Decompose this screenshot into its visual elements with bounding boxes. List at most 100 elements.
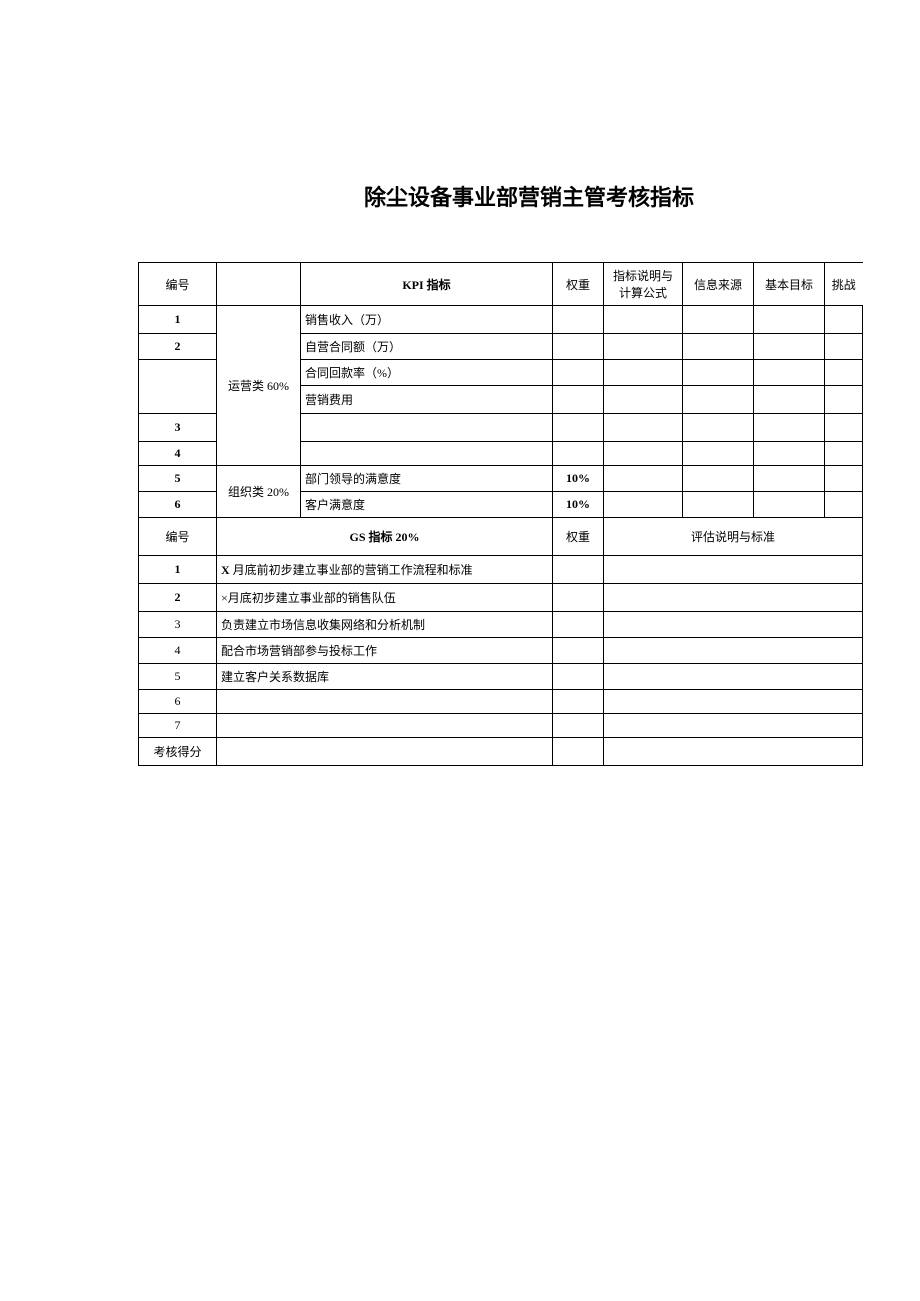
kpi-header-row: 编号 KPI 指标 权重 指标说明与计算公式 信息来源 基本目标 挑战 xyxy=(139,263,863,306)
gs-indicator: 建立客户关系数据库 xyxy=(217,664,553,690)
kpi-basic xyxy=(754,360,825,386)
kpi-desc xyxy=(604,334,683,360)
document-page: 除尘设备事业部营销主管考核指标 编号 KPI 指标 权重 指标说明与计算公式 信… xyxy=(0,0,920,766)
header-weight: 权重 xyxy=(553,518,604,556)
gs-evaluation xyxy=(604,664,863,690)
footer-cell xyxy=(604,738,863,766)
gs-weight xyxy=(553,584,604,612)
footer-row: 考核得分 xyxy=(139,738,863,766)
table-row: 7 xyxy=(139,714,863,738)
header-basic-target: 基本目标 xyxy=(754,263,825,306)
table-row: 1 X 月底前初步建立事业部的营销工作流程和标准 xyxy=(139,556,863,584)
kpi-basic xyxy=(754,334,825,360)
kpi-weight xyxy=(553,360,604,386)
gs-weight xyxy=(553,556,604,584)
kpi-indicator: 部门领导的满意度 xyxy=(301,466,553,492)
gs-evaluation xyxy=(604,612,863,638)
header-category-blank xyxy=(217,263,301,306)
footer-cell xyxy=(553,738,604,766)
row-number xyxy=(139,360,217,414)
table-row: 3 负责建立市场信息收集网络和分析机制 xyxy=(139,612,863,638)
kpi-challenge xyxy=(825,360,863,386)
kpi-indicator: 合同回款率（%） xyxy=(301,360,553,386)
row-number: 2 xyxy=(139,584,217,612)
kpi-desc xyxy=(604,306,683,334)
row-number: 3 xyxy=(139,414,217,442)
gs-evaluation xyxy=(604,690,863,714)
gs-weight xyxy=(553,690,604,714)
gs-indicator: ×月底初步建立事业部的销售队伍 xyxy=(217,584,553,612)
kpi-weight xyxy=(553,386,604,414)
gs-indicator xyxy=(217,714,553,738)
gs-indicator: 配合市场营销部参与投标工作 xyxy=(217,638,553,664)
kpi-desc xyxy=(604,492,683,518)
header-number: 编号 xyxy=(139,263,217,306)
gs-weight xyxy=(553,612,604,638)
kpi-source xyxy=(683,442,754,466)
kpi-indicator: 自营合同额（万） xyxy=(301,334,553,360)
kpi-basic xyxy=(754,306,825,334)
header-description: 指标说明与计算公式 xyxy=(604,263,683,306)
header-evaluation: 评估说明与标准 xyxy=(604,518,863,556)
kpi-source xyxy=(683,386,754,414)
row-number: 2 xyxy=(139,334,217,360)
row-number: 5 xyxy=(139,466,217,492)
kpi-indicator: 销售收入（万） xyxy=(301,306,553,334)
header-challenge: 挑战 xyxy=(825,263,863,306)
row-number: 6 xyxy=(139,492,217,518)
kpi-source xyxy=(683,306,754,334)
header-weight: 权重 xyxy=(553,263,604,306)
gs-indicator: X 月底前初步建立事业部的营销工作流程和标准 xyxy=(217,556,553,584)
kpi-source xyxy=(683,334,754,360)
kpi-weight xyxy=(553,442,604,466)
kpi-challenge xyxy=(825,466,863,492)
table-row: 1 运营类 60% 销售收入（万） xyxy=(139,306,863,334)
gs-header-row: 编号 GS 指标 20% 权重 评估说明与标准 xyxy=(139,518,863,556)
header-source: 信息来源 xyxy=(683,263,754,306)
row-number: 6 xyxy=(139,690,217,714)
kpi-desc xyxy=(604,360,683,386)
kpi-indicator: 营销费用 xyxy=(301,386,553,414)
kpi-challenge xyxy=(825,442,863,466)
kpi-source xyxy=(683,466,754,492)
kpi-challenge xyxy=(825,334,863,360)
kpi-basic xyxy=(754,466,825,492)
table-row: 5 组织类 20% 部门领导的满意度 10% xyxy=(139,466,863,492)
kpi-basic xyxy=(754,492,825,518)
kpi-desc xyxy=(604,414,683,442)
gs-evaluation xyxy=(604,714,863,738)
row-number: 4 xyxy=(139,442,217,466)
gs-evaluation xyxy=(604,556,863,584)
gs-evaluation xyxy=(604,584,863,612)
row-number: 5 xyxy=(139,664,217,690)
kpi-desc xyxy=(604,386,683,414)
kpi-indicator xyxy=(301,414,553,442)
kpi-basic xyxy=(754,442,825,466)
kpi-weight xyxy=(553,306,604,334)
kpi-weight: 10% xyxy=(553,492,604,518)
kpi-desc xyxy=(604,442,683,466)
header-kpi: KPI 指标 xyxy=(301,263,553,306)
page-title: 除尘设备事业部营销主管考核指标 xyxy=(138,180,920,212)
kpi-basic xyxy=(754,414,825,442)
kpi-challenge xyxy=(825,386,863,414)
kpi-challenge xyxy=(825,306,863,334)
table-row: 5 建立客户关系数据库 xyxy=(139,664,863,690)
category-operations-label: 运营类 60% xyxy=(217,306,301,466)
gs-weight xyxy=(553,714,604,738)
table-row: 4 配合市场营销部参与投标工作 xyxy=(139,638,863,664)
kpi-desc xyxy=(604,466,683,492)
row-number: 1 xyxy=(139,306,217,334)
kpi-indicator xyxy=(301,442,553,466)
gs-indicator: 负责建立市场信息收集网络和分析机制 xyxy=(217,612,553,638)
table-row: 2 ×月底初步建立事业部的销售队伍 xyxy=(139,584,863,612)
gs-weight xyxy=(553,664,604,690)
footer-cell xyxy=(217,738,553,766)
assessment-table: 编号 KPI 指标 权重 指标说明与计算公式 信息来源 基本目标 挑战 1 运营… xyxy=(138,262,863,766)
category-organization-label: 组织类 20% xyxy=(217,466,301,518)
kpi-weight: 10% xyxy=(553,466,604,492)
row-number: 3 xyxy=(139,612,217,638)
kpi-source xyxy=(683,414,754,442)
kpi-weight xyxy=(553,414,604,442)
header-number: 编号 xyxy=(139,518,217,556)
